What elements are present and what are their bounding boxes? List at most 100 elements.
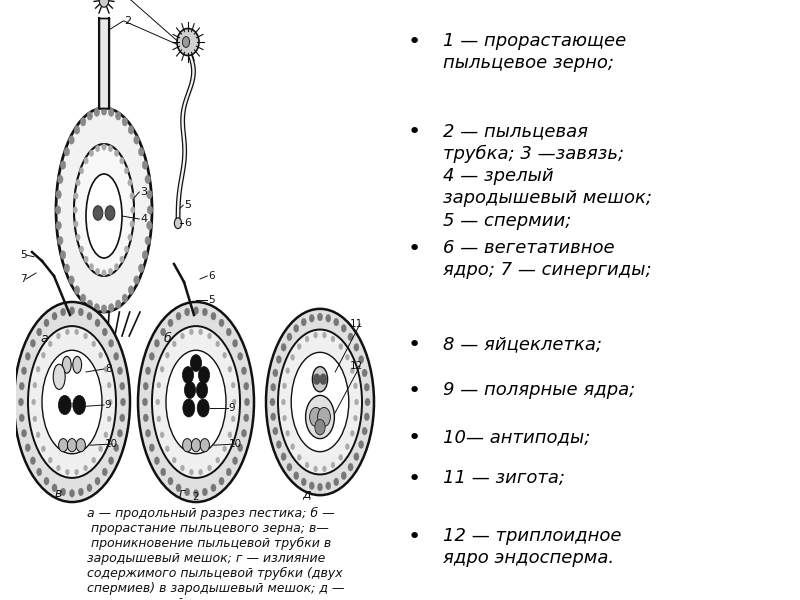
Circle shape: [207, 465, 211, 471]
Circle shape: [130, 221, 134, 227]
Circle shape: [55, 206, 61, 214]
Circle shape: [114, 263, 118, 270]
Circle shape: [318, 483, 322, 491]
Circle shape: [95, 268, 100, 275]
Text: 1 — прорастающее
пыльцевое зерно;: 1 — прорастающее пыльцевое зерно;: [443, 32, 626, 73]
Ellipse shape: [266, 309, 374, 495]
Circle shape: [226, 468, 231, 476]
Circle shape: [145, 236, 150, 245]
Text: б: б: [164, 332, 172, 345]
Circle shape: [145, 175, 150, 184]
Circle shape: [90, 150, 94, 157]
Ellipse shape: [42, 350, 102, 454]
Circle shape: [76, 234, 80, 241]
Circle shape: [244, 414, 249, 422]
Text: 12 — триплоидное
ядро эндосперма.: 12 — триплоидное ядро эндосперма.: [443, 527, 622, 567]
Circle shape: [276, 440, 282, 448]
Circle shape: [287, 333, 292, 341]
Circle shape: [156, 399, 160, 405]
Text: •: •: [408, 122, 421, 142]
Circle shape: [231, 416, 235, 422]
Circle shape: [57, 333, 61, 339]
Circle shape: [74, 193, 78, 199]
Circle shape: [314, 466, 318, 472]
Circle shape: [157, 382, 161, 388]
Circle shape: [56, 190, 62, 199]
Circle shape: [298, 344, 302, 350]
Circle shape: [36, 366, 40, 372]
Circle shape: [348, 463, 353, 471]
Circle shape: [322, 466, 326, 472]
Ellipse shape: [86, 174, 122, 258]
Circle shape: [80, 118, 86, 126]
Circle shape: [174, 218, 182, 229]
Circle shape: [185, 488, 190, 496]
Circle shape: [124, 246, 129, 253]
Circle shape: [42, 352, 46, 358]
Circle shape: [25, 352, 30, 360]
Circle shape: [222, 446, 226, 452]
Text: 11 — зигота;: 11 — зигота;: [443, 469, 565, 487]
Circle shape: [176, 484, 181, 492]
Circle shape: [231, 382, 235, 388]
Circle shape: [138, 264, 144, 272]
Ellipse shape: [53, 364, 65, 389]
Circle shape: [362, 427, 367, 435]
Circle shape: [301, 318, 306, 326]
Circle shape: [354, 399, 358, 405]
Circle shape: [282, 399, 286, 405]
Text: 2: 2: [124, 16, 131, 26]
Circle shape: [73, 206, 78, 213]
Ellipse shape: [152, 326, 240, 478]
Circle shape: [66, 469, 70, 475]
Circle shape: [276, 356, 282, 364]
Circle shape: [146, 221, 152, 230]
Circle shape: [181, 465, 185, 471]
Circle shape: [128, 179, 132, 186]
Circle shape: [245, 398, 250, 406]
Circle shape: [107, 382, 111, 388]
Circle shape: [341, 325, 346, 332]
Circle shape: [48, 457, 52, 463]
Circle shape: [32, 399, 36, 405]
Circle shape: [33, 416, 37, 422]
Circle shape: [313, 374, 320, 385]
Circle shape: [87, 312, 92, 320]
Circle shape: [238, 444, 243, 452]
Circle shape: [102, 269, 106, 276]
Circle shape: [83, 465, 87, 471]
Circle shape: [182, 367, 194, 383]
Circle shape: [60, 251, 66, 259]
Ellipse shape: [74, 144, 134, 276]
Circle shape: [98, 446, 102, 452]
Text: 8 — яйцеклетка;: 8 — яйцеклетка;: [443, 335, 602, 353]
Text: 10: 10: [229, 439, 242, 449]
Circle shape: [147, 206, 153, 214]
Circle shape: [74, 329, 78, 335]
Circle shape: [66, 329, 70, 335]
Circle shape: [326, 482, 331, 490]
Circle shape: [36, 432, 40, 438]
Circle shape: [25, 444, 30, 452]
Circle shape: [134, 136, 139, 144]
Circle shape: [310, 407, 322, 427]
Circle shape: [149, 352, 154, 360]
Circle shape: [57, 465, 61, 471]
Circle shape: [95, 145, 100, 152]
Circle shape: [197, 399, 210, 417]
Circle shape: [128, 234, 132, 241]
Circle shape: [95, 319, 100, 327]
Circle shape: [270, 413, 276, 421]
Text: 7: 7: [20, 274, 26, 284]
Ellipse shape: [138, 302, 254, 502]
Circle shape: [73, 395, 86, 415]
Circle shape: [107, 416, 111, 422]
Circle shape: [222, 352, 226, 358]
Ellipse shape: [14, 302, 130, 502]
Circle shape: [273, 369, 278, 377]
Circle shape: [286, 430, 290, 436]
Ellipse shape: [278, 329, 362, 475]
Circle shape: [305, 462, 309, 468]
Circle shape: [138, 148, 144, 156]
Text: 8: 8: [105, 364, 111, 374]
